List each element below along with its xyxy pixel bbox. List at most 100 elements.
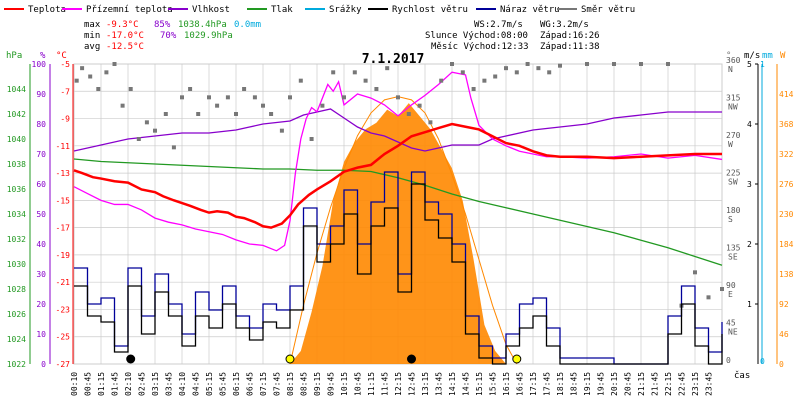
- direction-compass-label: NW: [728, 103, 738, 112]
- wind-direction-point: [471, 87, 476, 91]
- series-line-p--zemn--teplota: [73, 71, 723, 252]
- x-tick-label: 22:45: [677, 372, 686, 396]
- series-line-vlhkost: [73, 108, 722, 152]
- legend-label: Náraz větru: [500, 5, 560, 15]
- temperature-unit: °C: [56, 51, 67, 61]
- direction-tick-label: 360: [726, 56, 741, 65]
- stat-min-temp: -17.0°C: [106, 31, 144, 41]
- wind-direction-point: [493, 74, 498, 79]
- wind-direction-point: [666, 62, 670, 66]
- rain-tick-label: 1: [760, 60, 765, 69]
- solar-tick-label: 92: [779, 300, 789, 309]
- x-tick-label: 17:15: [529, 372, 538, 396]
- wind-direction-point: [96, 87, 101, 91]
- solar-tick-label: 138: [779, 270, 794, 279]
- temperature-tick-label: -21: [56, 278, 71, 287]
- x-tick-label: 00:10: [70, 372, 79, 396]
- wind-direction-point: [153, 128, 157, 133]
- x-tick-label: 19:15: [583, 372, 592, 396]
- wind-direction-point: [196, 112, 201, 116]
- wind-direction-point: [234, 112, 238, 116]
- wind-direction-point: [309, 137, 314, 141]
- wind-direction-point: [514, 70, 519, 75]
- humidity-tick-label: 0: [41, 360, 46, 369]
- x-tick-label: 11:15: [367, 372, 376, 396]
- wind-direction-point: [120, 103, 125, 108]
- x-tick-label: 10:45: [353, 372, 362, 396]
- solar-tick-label: 368: [779, 120, 794, 129]
- x-tick-label: 02:10: [124, 372, 133, 396]
- wind-direction-point: [261, 103, 265, 108]
- direction-compass-label: S: [728, 215, 733, 224]
- x-tick-label: 03:15: [151, 372, 160, 396]
- x-tick-label: 23:45: [704, 372, 713, 396]
- wind-tick-label: 5: [747, 60, 752, 69]
- x-tick-label: 06:45: [245, 372, 254, 396]
- wind-tick-label: 3: [747, 180, 752, 189]
- pressure-tick-label: 1036: [7, 185, 26, 194]
- humidity-tick-label: 40: [36, 240, 46, 249]
- wind-tick-label: 1: [747, 300, 752, 309]
- humidity-tick-label: 90: [36, 90, 46, 99]
- wind-tick-label: 2: [747, 240, 752, 249]
- legend-label: Přízemní teplota: [86, 5, 173, 15]
- direction-compass-label: SW: [728, 178, 738, 187]
- direction-compass-label: N: [728, 65, 733, 74]
- info-block: WS:2.7m/s WG:3.2m/s Slunce Východ:08:00 …: [425, 20, 600, 52]
- humidity-tick-label: 10: [36, 330, 46, 339]
- chart-title: 7.1.2017: [362, 52, 425, 67]
- direction-tick-label: 180: [726, 206, 741, 215]
- wind-unit: m/s: [744, 51, 760, 61]
- x-tick-label: 02:45: [137, 372, 146, 396]
- wind-direction-point: [406, 112, 411, 116]
- wind-direction-point: [80, 66, 85, 71]
- solar-tick-label: 230: [779, 210, 794, 219]
- wind-direction-point: [112, 62, 117, 66]
- x-tick-label: 19:45: [596, 372, 605, 396]
- sunrise-info: Slunce Východ:08:00: [425, 31, 528, 41]
- series-line-teplota: [73, 122, 722, 229]
- x-tick-label: 07:45: [272, 372, 281, 396]
- legend: Teplota Přízemní teplota Vlhkost Tlak Srážky…: [4, 5, 635, 15]
- direction-tick-label: 135: [726, 244, 741, 253]
- stat-min-hum: 70%: [160, 31, 177, 41]
- pressure-tick-label: 1044: [7, 85, 26, 94]
- x-tick-label: 04:45: [191, 372, 200, 396]
- x-tick-label: 23:15: [691, 372, 700, 396]
- x-tick-label: 00:45: [83, 372, 92, 396]
- direction-compass-label: W: [728, 140, 733, 149]
- direction-compass-label: NE: [728, 328, 738, 337]
- x-tick-label: 04:10: [178, 372, 187, 396]
- wind-direction-point: [269, 112, 274, 116]
- solar-tick-label: 414: [779, 90, 794, 99]
- wind-direction-point: [288, 95, 292, 100]
- pressure-tick-label: 1042: [7, 110, 26, 119]
- x-tick-label: 09:45: [326, 372, 335, 396]
- axes: 1022102410261028103010321034103610381040…: [7, 56, 794, 396]
- x-tick-label: 01:45: [110, 372, 119, 396]
- x-tick-label: 09:15: [313, 372, 322, 396]
- legend-label: Tlak: [271, 5, 293, 15]
- temperature-tick-label: -27: [56, 360, 71, 369]
- wind-direction-point: [693, 270, 697, 275]
- wind-tick-label: 4: [747, 120, 752, 129]
- wind-direction-point: [342, 95, 346, 100]
- wind-direction-point: [331, 70, 336, 75]
- wind-direction-point: [128, 87, 133, 91]
- temperature-tick-label: -17: [56, 224, 71, 233]
- series-line-teoretick--z--en-: [289, 96, 518, 365]
- plot-area: [73, 62, 724, 365]
- x-tick-label: 11:45: [380, 372, 389, 396]
- temperature-tick-label: -5: [60, 60, 70, 69]
- stat-max-label: max: [84, 20, 101, 30]
- wind-direction-point: [252, 95, 257, 100]
- temperature-tick-label: -9: [60, 115, 70, 124]
- solar-tick-label: 322: [779, 150, 794, 159]
- wind-direction-point: [558, 63, 562, 68]
- direction-unit: °: [726, 51, 731, 61]
- pressure-unit: hPa: [6, 51, 22, 61]
- pressure-tick-label: 1034: [7, 210, 26, 219]
- wind-direction-point: [320, 103, 325, 108]
- moonset-marker: [126, 354, 136, 364]
- temperature-tick-label: -13: [56, 169, 71, 178]
